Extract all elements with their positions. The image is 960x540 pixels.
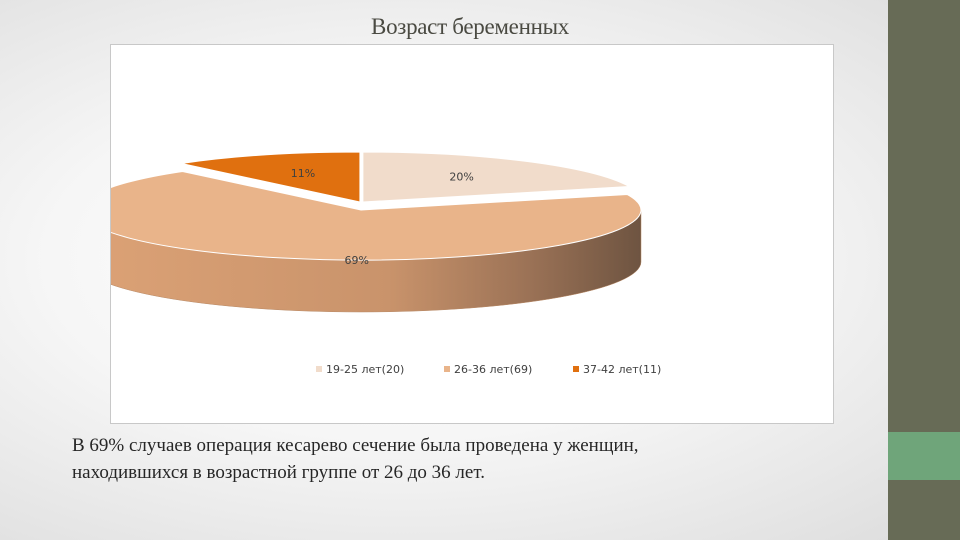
pie-slice-2 xyxy=(111,170,642,261)
data-label-3: 11% xyxy=(291,167,315,180)
sidebar-accent-block xyxy=(888,432,960,480)
legend-swatch-2 xyxy=(444,366,450,372)
caption-line-1: В 69% случаев операция кесарево сечение … xyxy=(72,435,639,456)
chart-frame: 20% 69% 11% 19-25 лет(20) 26-36 лет(69) 37-4… xyxy=(110,44,834,424)
data-label-2: 69% xyxy=(344,254,368,267)
data-label-1: 20% xyxy=(449,171,473,184)
caption-line-2: находившихся в возрастной группе от 26 д… xyxy=(72,462,485,483)
legend-label-3: 37-42 лет(11) xyxy=(583,363,661,376)
pie-chart: 20% 69% 11% 19-25 лет(20) 26-36 лет(69) 37-4… xyxy=(111,151,661,376)
pie-slice-3 xyxy=(181,151,361,203)
legend-label-2: 26-36 лет(69) xyxy=(454,363,532,376)
legend-swatch-3 xyxy=(573,366,579,372)
legend-swatch-1 xyxy=(316,366,322,372)
caption-text: В 69% случаев операция кесарево сечение … xyxy=(72,432,872,486)
legend-label-1: 19-25 лет(20) xyxy=(326,363,404,376)
slide-title: Возраст беременных xyxy=(371,14,569,39)
pie-slice-1 xyxy=(362,151,631,203)
